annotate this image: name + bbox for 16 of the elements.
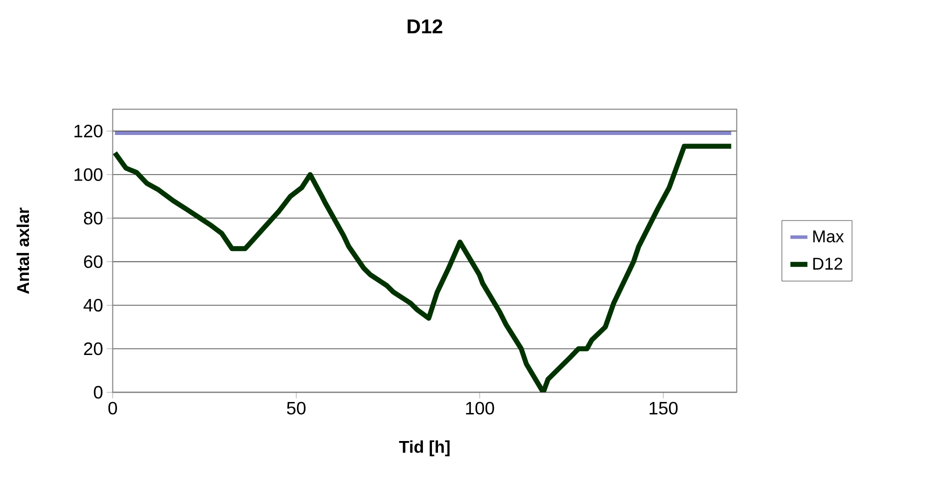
chart-title: D12	[408, 19, 442, 34]
x-tick-label: 100	[466, 402, 494, 415]
y-tick-label: 100	[74, 168, 102, 181]
legend-label: D12	[813, 258, 842, 270]
y-tick-label: 40	[84, 298, 102, 312]
y-tick-label: 120	[74, 124, 102, 138]
y-axis-title: Antal axlar	[16, 208, 30, 294]
x-tick-label: 50	[286, 402, 306, 415]
x-axis-title: Tid [h]	[399, 440, 450, 456]
x-tick-label: 0	[108, 402, 118, 415]
y-tick-label: 0	[94, 386, 102, 399]
legend-label: Max	[813, 230, 844, 242]
y-tick-label: 20	[84, 342, 102, 356]
y-tick-label: 60	[84, 255, 102, 268]
x-tick-label: 150	[650, 402, 678, 415]
y-tick-label: 80	[84, 212, 102, 225]
